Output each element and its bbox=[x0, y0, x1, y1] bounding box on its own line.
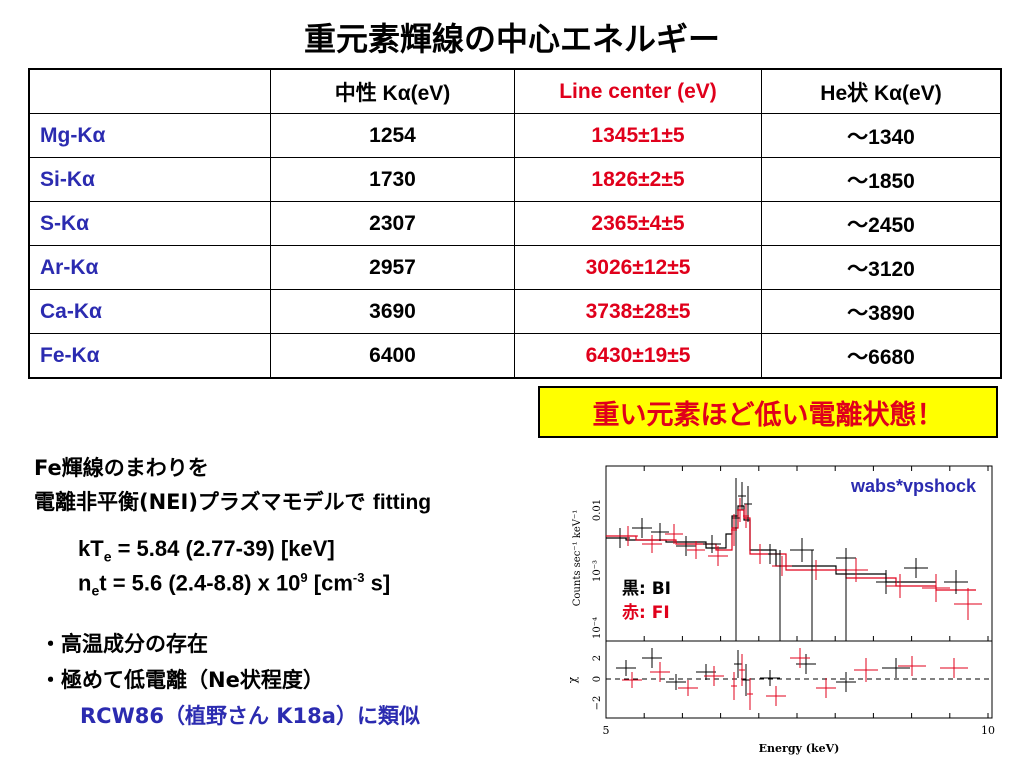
line-center-cell: 2365±4±5 bbox=[514, 201, 762, 246]
net-value: net = 5.6 (2.4-8.8) x 109 [cm-3 s] bbox=[78, 570, 390, 599]
reference-text: RCW86（植野さん K18a）に類似 bbox=[80, 704, 420, 728]
header-cell-empty bbox=[28, 68, 271, 114]
line-center-cell: 1826±2±5 bbox=[514, 157, 762, 202]
kt-subscript: e bbox=[103, 548, 112, 565]
line-name-cell: Mg-Kα bbox=[28, 113, 271, 158]
he-like-energy-cell: ～2450 bbox=[761, 201, 1002, 246]
line-energy-table: 中性 Kα(eV) Line center (eV) He状 Kα(eV) Mg… bbox=[28, 68, 1002, 379]
model-label: wabs*vpshock bbox=[850, 476, 977, 496]
header-line-center: Line center (eV) bbox=[514, 68, 762, 114]
bullet-low-ionization: ・極めて低電離（Ne状程度） bbox=[40, 668, 324, 692]
xtick-10: 10 bbox=[981, 724, 995, 737]
table-row: Ar-Kα 2957 3026±12±5 ～3120 bbox=[28, 245, 1002, 290]
legend-bi: 黒: BI bbox=[622, 579, 671, 599]
he-like-energy-cell: ～6680 bbox=[761, 333, 1002, 379]
ytick-top-1: 10⁻³ bbox=[592, 560, 603, 582]
ytick-bottom-1: 0 bbox=[592, 676, 603, 682]
neutral-energy-cell: 2307 bbox=[270, 201, 515, 246]
table-row: Si-Kα 1730 1826±2±5 ～1850 bbox=[28, 157, 1002, 202]
line-name-cell: Ca-Kα bbox=[28, 289, 271, 334]
net-unit-exponent: -3 bbox=[352, 570, 365, 585]
table-row: Ca-Kα 3690 3738±28±5 ～3890 bbox=[28, 289, 1002, 334]
line-name-cell: Si-Kα bbox=[28, 157, 271, 202]
fit-model-text: 電離非平衡(NEI)プラズマモデルで bbox=[34, 490, 366, 514]
x-axis-label: Energy (keV) bbox=[759, 742, 840, 755]
neutral-energy-cell: 1730 bbox=[270, 157, 515, 202]
net-text: t = 5.6 (2.4-8.8) x 10 bbox=[99, 570, 301, 596]
page-title: 重元素輝線の中心エネルギー bbox=[303, 20, 720, 58]
kt-text: = 5.84 (2.77-39) [keV] bbox=[111, 536, 335, 561]
xtick-5: 5 bbox=[603, 724, 610, 737]
net-unit: [cm bbox=[307, 570, 353, 596]
line-center-cell: 3738±28±5 bbox=[514, 289, 762, 334]
neutral-energy-cell: 1254 bbox=[270, 113, 515, 158]
line-name-cell: S-Kα bbox=[28, 201, 271, 246]
model-fi bbox=[606, 509, 976, 591]
header-neutral: 中性 Kα(eV) bbox=[270, 68, 515, 114]
ne-subscript: e bbox=[91, 582, 100, 599]
he-like-energy-cell: ～3120 bbox=[761, 245, 1002, 290]
fitting-word: fitting bbox=[372, 491, 432, 514]
y-axis-label-bottom: χ bbox=[566, 676, 579, 683]
he-like-energy-cell: ～1340 bbox=[761, 113, 1002, 158]
spectrum-plot: Counts sec⁻¹ keV⁻¹ χ 0.01 10⁻³ 10⁻⁴ 2 0 … bbox=[566, 465, 995, 755]
he-like-energy-cell: ～1850 bbox=[761, 157, 1002, 202]
neutral-energy-cell: 6400 bbox=[270, 333, 515, 379]
line-center-cell: 1345±1±5 bbox=[514, 113, 762, 158]
kt-value: kTe = 5.84 (2.77-39) [keV] bbox=[78, 536, 335, 564]
line-center-cell: 6430±19±5 bbox=[514, 333, 762, 379]
ytick-top-2: 10⁻⁴ bbox=[592, 617, 603, 639]
fit-description-line1: Fe輝線のまわりを bbox=[34, 456, 209, 480]
table-row: Mg-Kα 1254 1345±1±5 ～1340 bbox=[28, 113, 1002, 158]
fit-description-line2: 電離非平衡(NEI)プラズマモデルで fitting bbox=[34, 486, 431, 516]
table-row: S-Kα 2307 2365±4±5 ～2450 bbox=[28, 201, 1002, 246]
neutral-energy-cell: 3690 bbox=[270, 289, 515, 334]
legend-fi: 赤: FI bbox=[622, 602, 670, 623]
kt-symbol: kT bbox=[78, 536, 104, 561]
ytick-bottom-2: −2 bbox=[592, 696, 603, 711]
y-axis-label-top: Counts sec⁻¹ keV⁻¹ bbox=[572, 510, 583, 606]
ytick-bottom-0: 2 bbox=[592, 655, 603, 661]
table-row: Fe-Kα 6400 6430±19±5 ～6680 bbox=[28, 333, 1002, 379]
neutral-energy-cell: 2957 bbox=[270, 245, 515, 290]
net-unit-end: s] bbox=[364, 570, 391, 596]
line-name-cell: Fe-Kα bbox=[28, 333, 271, 379]
callout-box: 重い元素ほど低い電離状態！ bbox=[538, 386, 998, 438]
header-he-like: He状 Kα(eV) bbox=[761, 68, 1002, 114]
net-exponent: 9 bbox=[300, 570, 308, 585]
ne-symbol: n bbox=[78, 570, 92, 596]
line-name-cell: Ar-Kα bbox=[28, 245, 271, 290]
ytick-top-0: 0.01 bbox=[592, 499, 603, 521]
table-header-row: 中性 Kα(eV) Line center (eV) He状 Kα(eV) bbox=[28, 68, 1002, 114]
line-center-cell: 3026±12±5 bbox=[514, 245, 762, 290]
he-like-energy-cell: ～3890 bbox=[761, 289, 1002, 334]
bullet-high-temp: ・高温成分の存在 bbox=[40, 632, 208, 656]
